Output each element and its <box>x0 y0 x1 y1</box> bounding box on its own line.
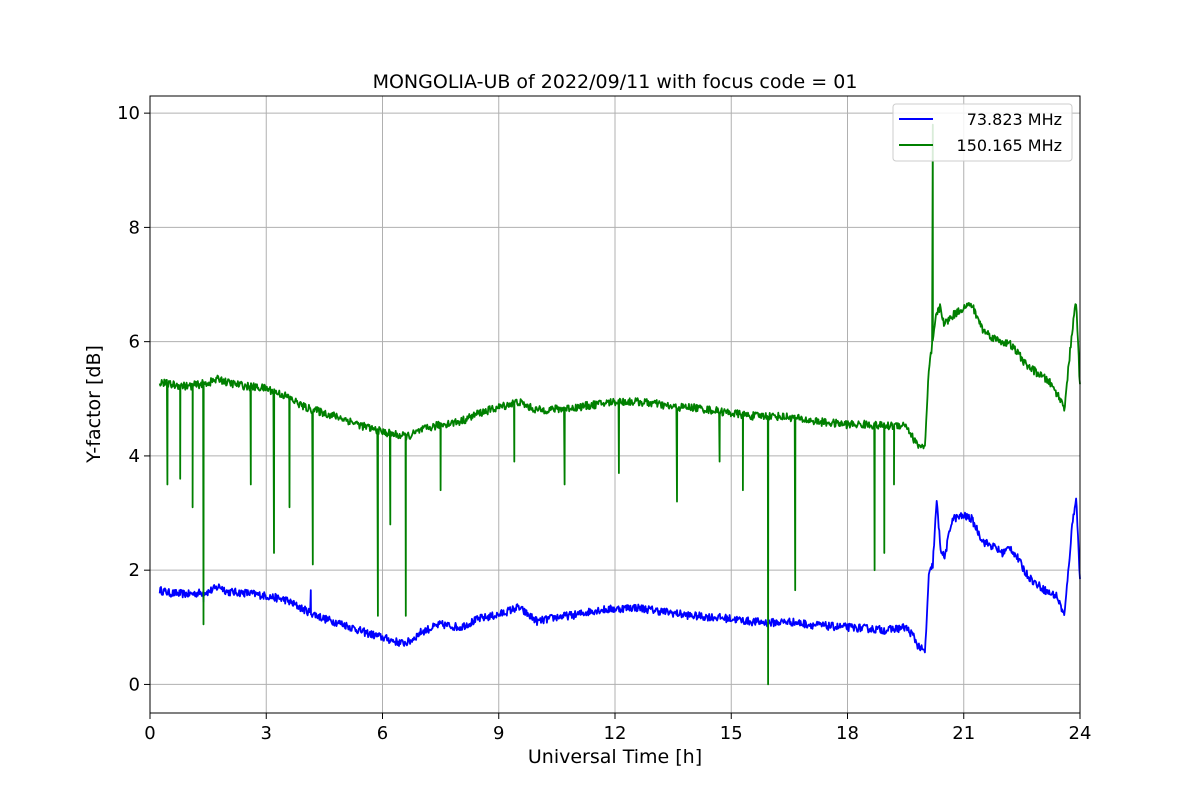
legend-label-0: 73.823 MHz <box>967 110 1062 129</box>
series-layer <box>158 123 1081 686</box>
x-tick-label: 9 <box>493 723 504 744</box>
x-tick-label: 24 <box>1069 723 1092 744</box>
chart-title: MONGOLIA-UB of 2022/09/11 with focus cod… <box>373 71 858 93</box>
x-tick-label: 0 <box>144 723 155 744</box>
x-tick-label: 6 <box>377 723 388 744</box>
series-line-1 <box>158 123 1081 686</box>
x-axis-label: Universal Time [h] <box>528 746 702 768</box>
y-tick-label: 8 <box>129 217 140 238</box>
y-tick-label: 10 <box>117 103 140 124</box>
y-tick-label: 0 <box>129 674 140 695</box>
x-tick-label: 15 <box>720 723 743 744</box>
y-axis-label: Y-factor [dB] <box>83 345 105 464</box>
legend: 73.823 MHz 150.165 MHz <box>892 103 1073 162</box>
y-tick-label: 2 <box>129 560 140 581</box>
x-tick-label: 12 <box>604 723 627 744</box>
x-tick-label: 3 <box>261 723 272 744</box>
y-tick-label: 4 <box>129 446 140 467</box>
y-tick-label: 6 <box>129 332 140 353</box>
legend-label-1: 150.165 MHz <box>957 136 1062 155</box>
x-tick-label: 21 <box>952 723 975 744</box>
series-line-0 <box>158 497 1081 654</box>
x-tick-label: 18 <box>836 723 859 744</box>
legend-box <box>892 103 1073 162</box>
